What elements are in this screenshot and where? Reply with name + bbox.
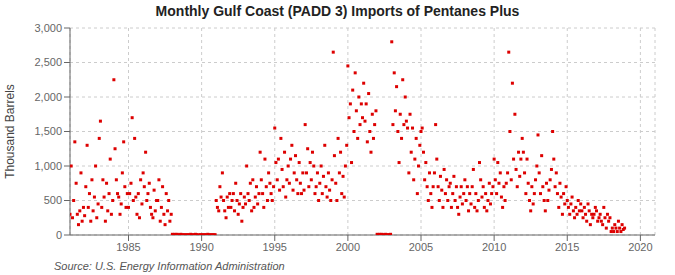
- svg-text:2010: 2010: [482, 241, 506, 253]
- svg-text:2000: 2000: [336, 241, 360, 253]
- svg-text:2015: 2015: [555, 241, 579, 253]
- svg-text:2020: 2020: [628, 241, 652, 253]
- svg-text:0: 0: [56, 229, 62, 241]
- svg-text:Thousand Barrels: Thousand Barrels: [3, 84, 17, 179]
- svg-text:3,000: 3,000: [34, 22, 62, 34]
- svg-text:1,500: 1,500: [34, 125, 62, 137]
- svg-text:1995: 1995: [263, 241, 287, 253]
- svg-text:2,500: 2,500: [34, 56, 62, 68]
- svg-text:1,000: 1,000: [34, 160, 62, 172]
- html-text:Source: U.S. Energy Informatio: Source: U.S. Energy Information Administ…: [54, 260, 285, 272]
- html-text:Monthly Gulf Coast (PADD 3) Im: Monthly Gulf Coast (PADD 3) Imports of P…: [155, 3, 520, 19]
- svg-text:1985: 1985: [116, 241, 140, 253]
- svg-text:2005: 2005: [409, 241, 433, 253]
- svg-text:1990: 1990: [189, 241, 213, 253]
- svg-text:500: 500: [44, 194, 62, 206]
- svg-text:2,000: 2,000: [34, 91, 62, 103]
